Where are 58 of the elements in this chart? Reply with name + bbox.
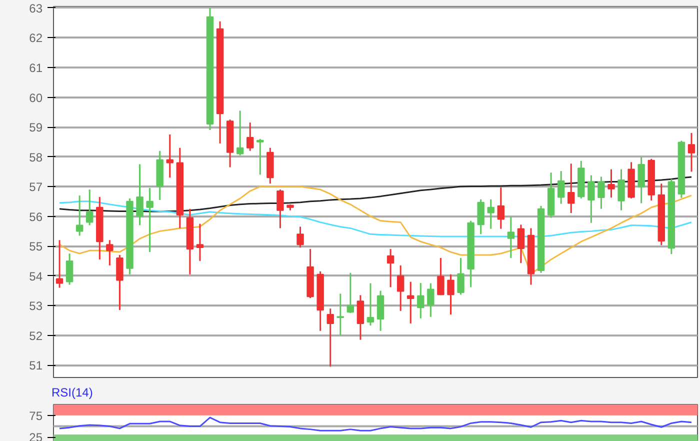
candlestick — [296, 226, 304, 248]
y-tick-label: 57 — [29, 180, 43, 194]
candlestick — [598, 176, 605, 210]
y-tick-label: 61 — [29, 61, 43, 76]
y-tick-label: 52 — [29, 328, 43, 343]
candlestick — [618, 168, 625, 212]
candlestick — [557, 170, 565, 205]
y-tick-label: 53 — [29, 299, 43, 314]
candlestick — [477, 198, 484, 235]
y-tick-label: 63 — [29, 1, 43, 16]
y-tick-label: 58 — [29, 150, 43, 164]
candlestick — [146, 187, 154, 253]
candlestick — [688, 132, 696, 172]
candlestick — [487, 198, 494, 230]
candlestick — [236, 110, 244, 156]
line-series — [58, 416, 692, 432]
candlestick — [407, 281, 414, 324]
candlestick — [376, 290, 384, 332]
candlestick — [568, 162, 575, 214]
candlestick — [116, 254, 124, 311]
candlestick — [437, 257, 444, 296]
y-tick-label: 60 — [29, 90, 43, 105]
candlestick — [76, 194, 84, 236]
candlestick — [638, 156, 645, 204]
candlestick — [136, 163, 144, 226]
candlestick — [417, 282, 424, 320]
candlestick — [106, 239, 114, 266]
candlestick — [276, 188, 284, 229]
y-tick-label: 51 — [29, 358, 43, 373]
candlestick — [517, 224, 525, 264]
candlestick — [457, 257, 464, 296]
candlestick — [346, 272, 354, 314]
line-series — [58, 186, 692, 274]
candlestick — [56, 239, 64, 288]
candlestick — [336, 292, 344, 336]
y-tick-label: 62 — [29, 31, 43, 46]
y-tick-label: 56 — [29, 210, 43, 224]
candlestick — [86, 188, 94, 226]
candlestick — [256, 138, 264, 176]
candlestick — [588, 174, 595, 224]
candlestick — [386, 248, 394, 288]
y-tick-label: 59 — [29, 120, 43, 135]
candlestick — [66, 252, 74, 286]
candlestick — [246, 122, 254, 152]
candlestick — [366, 282, 374, 326]
candlestick — [497, 186, 504, 230]
candlestick — [447, 274, 454, 316]
candlestick — [507, 216, 515, 259]
candlestick — [356, 294, 364, 341]
y-tick-label: 75 — [29, 408, 43, 423]
candlestick — [427, 282, 434, 318]
candlestick — [196, 223, 204, 262]
y-tick-label: 55 — [29, 240, 43, 254]
chart-title: RSI(14) — [52, 386, 93, 400]
y-tick-label: 54 — [29, 269, 43, 284]
candlestick — [326, 308, 334, 368]
candlestick — [608, 168, 615, 198]
candlestick — [396, 264, 404, 312]
